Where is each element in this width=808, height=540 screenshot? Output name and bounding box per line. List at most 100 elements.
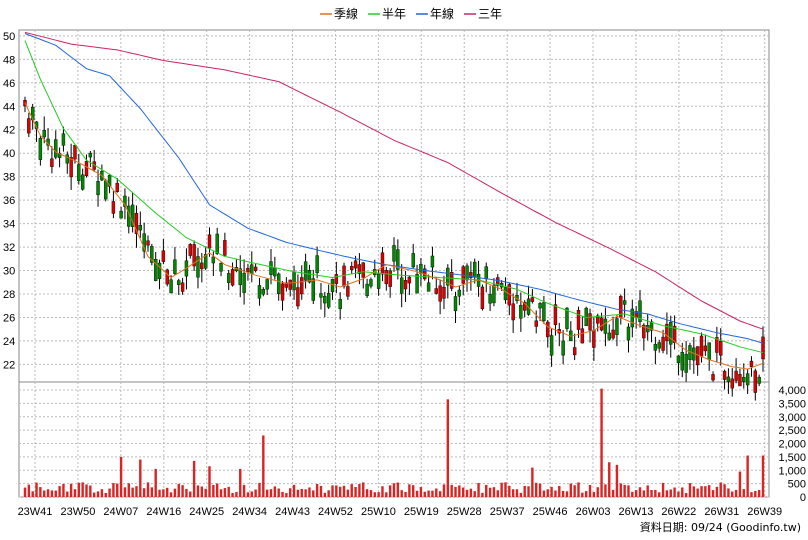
volume-bar: [546, 489, 549, 497]
candle-body: [549, 335, 554, 356]
candle-body: [734, 370, 738, 381]
candle-body: [80, 174, 85, 190]
volume-bar: [396, 482, 400, 497]
candle-body: [376, 273, 381, 289]
candle-body: [77, 164, 81, 182]
candle-body: [161, 250, 166, 262]
candle-body: [426, 282, 431, 292]
candle-body: [207, 234, 212, 249]
volume-bar: [592, 492, 596, 497]
volume-bar: [658, 492, 661, 497]
candle-body: [607, 332, 611, 340]
price-candles: [23, 96, 765, 401]
volume-bar: [373, 492, 376, 497]
volume-bar: [707, 485, 711, 497]
candle-body: [65, 154, 69, 164]
volume-bar: [573, 485, 576, 497]
volume-bar: [700, 486, 703, 497]
candle-body: [61, 133, 66, 146]
volume-bar: [315, 483, 319, 497]
volume-bar: [215, 483, 219, 497]
volume-bar: [119, 456, 123, 497]
candle-body: [469, 272, 473, 278]
volume-bar: [458, 485, 461, 497]
candle-body: [292, 271, 296, 291]
volume-bar: [323, 492, 327, 497]
volume-bar: [454, 486, 457, 497]
volume-plot-area: [18, 381, 770, 498]
volume-bar: [542, 490, 546, 497]
candle-body: [250, 264, 254, 275]
candle-body: [761, 336, 765, 360]
candle-body: [177, 280, 181, 285]
volume-bar: [269, 489, 273, 497]
candle-body: [311, 278, 315, 301]
volume-bar: [423, 491, 426, 497]
volume-bar: [300, 488, 303, 497]
price-tick-label: 28: [3, 289, 15, 301]
candle-body: [50, 158, 54, 167]
volume-bar: [219, 489, 223, 497]
candle-body: [715, 337, 719, 353]
candle-body: [392, 245, 396, 262]
candle-body: [219, 262, 223, 272]
volume-bar: [465, 489, 469, 497]
candle-body: [434, 288, 438, 294]
volume-bar: [450, 484, 453, 497]
candle-body: [538, 303, 542, 309]
volume-bar: [127, 483, 130, 497]
volume-bar: [419, 487, 423, 497]
candle-body: [180, 282, 185, 292]
volume-bar: [292, 484, 296, 497]
candle-body: [603, 318, 608, 334]
volume-bar: [346, 489, 350, 497]
candle-body: [519, 304, 523, 319]
candle-body: [326, 292, 331, 308]
candle-body: [503, 287, 508, 301]
volume-bar: [408, 484, 411, 497]
volume-bar: [150, 487, 154, 497]
volume-bar: [66, 491, 69, 497]
candle-body: [672, 325, 677, 343]
candle-body: [749, 360, 754, 367]
volume-bar: [189, 491, 192, 497]
candle-body: [703, 345, 708, 352]
volume-tick-label: 1,500: [778, 452, 806, 464]
candle-body: [534, 320, 538, 327]
volume-bar: [561, 490, 565, 497]
candle-body: [553, 304, 558, 325]
volume-bar: [750, 492, 753, 497]
candle-body: [300, 277, 304, 295]
volume-bar: [304, 489, 307, 497]
candle-body: [353, 260, 358, 269]
candle-body: [473, 261, 477, 278]
x-tick-label: 26W13: [619, 506, 654, 518]
volume-bar: [385, 492, 388, 497]
volume-bar: [43, 490, 46, 497]
candle-body: [138, 224, 143, 231]
legend-label: 三年: [478, 7, 502, 21]
volume-bar: [388, 485, 392, 497]
axis-labels: 22242628303234363840424446485005001,0001…: [3, 31, 806, 518]
volume-bar: [250, 491, 253, 497]
candle-body: [361, 262, 365, 278]
volume-bar: [239, 468, 242, 497]
candle-body: [403, 280, 408, 290]
volume-bar: [365, 489, 369, 497]
volume-bar: [166, 487, 169, 497]
volume-bar: [696, 488, 699, 497]
candle-body: [399, 277, 404, 294]
candle-body: [303, 261, 308, 281]
candle-body: [242, 273, 246, 293]
volume-bar: [665, 490, 669, 497]
x-tick-label: 24W52: [318, 506, 353, 518]
volume-bar: [588, 484, 592, 497]
volume-bar: [196, 485, 200, 497]
volume-bar: [646, 485, 649, 497]
volume-bar: [496, 490, 499, 497]
x-tick-label: 25W19: [404, 506, 439, 518]
volume-bar: [381, 486, 384, 497]
volume-tick-label: 2,500: [778, 425, 806, 437]
candle-body: [215, 233, 219, 254]
volume-bar: [123, 487, 127, 497]
